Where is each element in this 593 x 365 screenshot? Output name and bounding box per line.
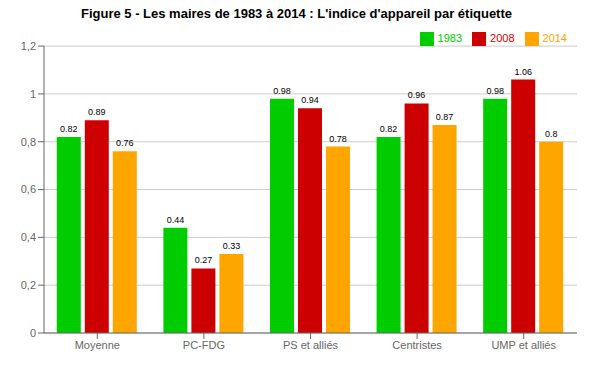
svg-text:1: 1: [30, 88, 36, 100]
svg-text:0,2: 0,2: [21, 279, 36, 291]
svg-text:1.06: 1.06: [514, 67, 532, 77]
svg-text:0.82: 0.82: [60, 124, 78, 134]
svg-text:PC-FDG: PC-FDG: [183, 339, 225, 351]
svg-text:1,2: 1,2: [21, 40, 36, 52]
html-text:Figure 5 - Les maires de 1983: Figure 5 - Les maires de 1983 à 2014 : L…: [81, 6, 512, 21]
svg-text:0.94: 0.94: [301, 95, 319, 105]
svg-text:0.27: 0.27: [195, 255, 213, 265]
svg-text:0.98: 0.98: [273, 86, 291, 96]
html-text:2008: 2008: [490, 32, 515, 44]
svg-text:UMP et alliés: UMP et alliés: [491, 339, 556, 351]
svg-text:0,6: 0,6: [21, 183, 36, 195]
svg-text:0.98: 0.98: [486, 86, 504, 96]
svg-text:0.44: 0.44: [167, 215, 185, 225]
svg-text:0.89: 0.89: [88, 107, 106, 117]
html-text:1983: 1983: [437, 32, 462, 44]
svg-text:0.82: 0.82: [380, 124, 398, 134]
svg-text:0: 0: [30, 327, 36, 339]
svg-text:0.8: 0.8: [545, 129, 558, 139]
svg-text:0.96: 0.96: [408, 90, 426, 100]
svg-text:PS et alliés: PS et alliés: [283, 339, 339, 351]
svg-text:0.87: 0.87: [436, 112, 454, 122]
svg-text:0,4: 0,4: [21, 231, 36, 243]
svg-text:0.33: 0.33: [223, 241, 241, 251]
svg-text:Moyenne: Moyenne: [75, 339, 120, 351]
svg-text:0.76: 0.76: [116, 138, 134, 148]
svg-text:0,8: 0,8: [21, 136, 36, 148]
svg-text:0.78: 0.78: [329, 134, 347, 144]
html-text:2014: 2014: [542, 32, 567, 44]
svg-text:Centristes: Centristes: [392, 339, 442, 351]
